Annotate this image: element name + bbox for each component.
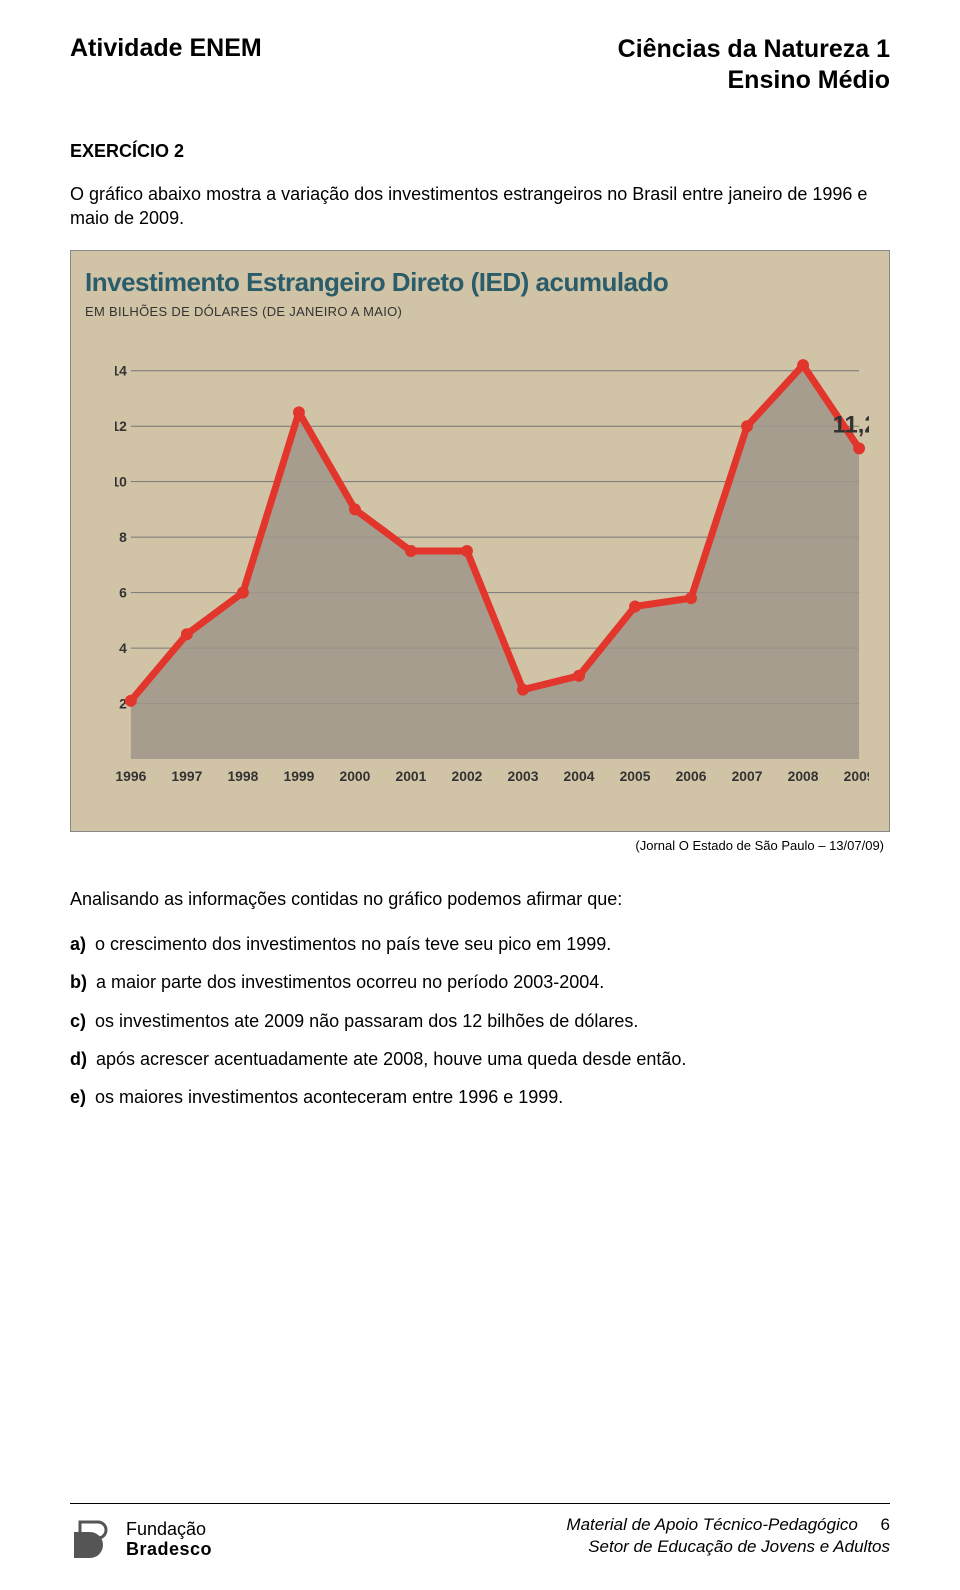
svg-text:1999: 1999	[283, 768, 314, 784]
svg-text:1996: 1996	[115, 768, 146, 784]
svg-text:2007: 2007	[732, 768, 763, 784]
chart-source: (Jornal O Estado de São Paulo – 13/07/09…	[70, 838, 890, 853]
svg-text:2000: 2000	[339, 768, 370, 784]
svg-text:2005: 2005	[620, 768, 651, 784]
svg-text:10: 10	[115, 474, 127, 490]
option-letter: c)	[70, 1011, 86, 1031]
option-b: b) a maior parte dos investimentos ocorr…	[70, 970, 890, 994]
svg-text:1997: 1997	[171, 768, 202, 784]
option-c: c) os investimentos ate 2009 não passara…	[70, 1009, 890, 1033]
page-number: 6	[881, 1515, 890, 1534]
svg-text:2006: 2006	[676, 768, 707, 784]
svg-text:2003: 2003	[508, 768, 539, 784]
chart-inner: Investimento Estrangeiro Direto (IED) ac…	[77, 257, 883, 825]
page-footer: Fundação Bradesco Material de Apoio Técn…	[70, 1503, 890, 1564]
svg-text:12: 12	[115, 418, 127, 434]
svg-text:2009: 2009	[844, 768, 869, 784]
chart-subtitle: EM BILHÕES DE DÓLARES (DE JANEIRO A MAIO…	[77, 304, 883, 327]
svg-text:6: 6	[119, 585, 127, 601]
option-text: os maiores investimentos aconteceram ent…	[90, 1087, 563, 1107]
svg-text:2004: 2004	[564, 768, 595, 784]
foundation-logo-icon	[70, 1518, 116, 1564]
chart-plot: 246810121411,219961997199819992000200120…	[115, 337, 869, 789]
svg-text:11,2: 11,2	[833, 411, 869, 438]
option-text: o crescimento dos investimentos no país …	[90, 934, 611, 954]
exercise-label: EXERCÍCIO 2	[70, 141, 890, 162]
option-letter: a)	[70, 934, 86, 954]
footer-right: Material de Apoio Técnico-Pedagógico 6 S…	[566, 1514, 890, 1558]
option-letter: d)	[70, 1049, 87, 1069]
header-left: Atividade ENEM	[70, 34, 262, 63]
svg-text:14: 14	[115, 363, 127, 379]
logo-block: Fundação Bradesco	[70, 1514, 212, 1564]
logo-text: Fundação Bradesco	[126, 1518, 212, 1560]
svg-text:2008: 2008	[788, 768, 819, 784]
option-d: d) após acrescer acentuadamente ate 2008…	[70, 1047, 890, 1071]
svg-text:8: 8	[119, 529, 127, 545]
options-list: a) o crescimento dos investimentos no pa…	[70, 932, 890, 1109]
chart-title: Investimento Estrangeiro Direto (IED) ac…	[77, 257, 883, 304]
option-text: a maior parte dos investimentos ocorreu …	[91, 972, 604, 992]
footer-divider	[70, 1503, 890, 1504]
option-letter: b)	[70, 972, 87, 992]
chart-frame: Investimento Estrangeiro Direto (IED) ac…	[70, 250, 890, 832]
footer-sector-line: Setor de Educação de Jovens e Adultos	[566, 1536, 890, 1558]
svg-text:4: 4	[119, 640, 127, 656]
option-text: após acrescer acentuadamente ate 2008, h…	[91, 1049, 686, 1069]
header-right: Ciências da Natureza 1 Ensino Médio	[618, 34, 890, 97]
footer-material-line: Material de Apoio Técnico-Pedagógico	[566, 1515, 857, 1534]
logo-line2: Bradesco	[126, 1540, 212, 1560]
svg-text:2001: 2001	[396, 768, 427, 784]
option-a: a) o crescimento dos investimentos no pa…	[70, 932, 890, 956]
question-lead: Analisando as informações contidas no gr…	[70, 889, 890, 910]
page-header: Atividade ENEM Ciências da Natureza 1 En…	[70, 34, 890, 97]
option-letter: e)	[70, 1087, 86, 1107]
logo-line1: Fundação	[126, 1520, 212, 1540]
header-level: Ensino Médio	[618, 65, 890, 96]
svg-text:2002: 2002	[452, 768, 483, 784]
option-text: os investimentos ate 2009 não passaram d…	[90, 1011, 638, 1031]
svg-text:1998: 1998	[227, 768, 258, 784]
header-subject: Ciências da Natureza 1	[618, 34, 890, 65]
option-e: e) os maiores investimentos aconteceram …	[70, 1085, 890, 1109]
intro-text: O gráfico abaixo mostra a variação dos i…	[70, 182, 890, 231]
